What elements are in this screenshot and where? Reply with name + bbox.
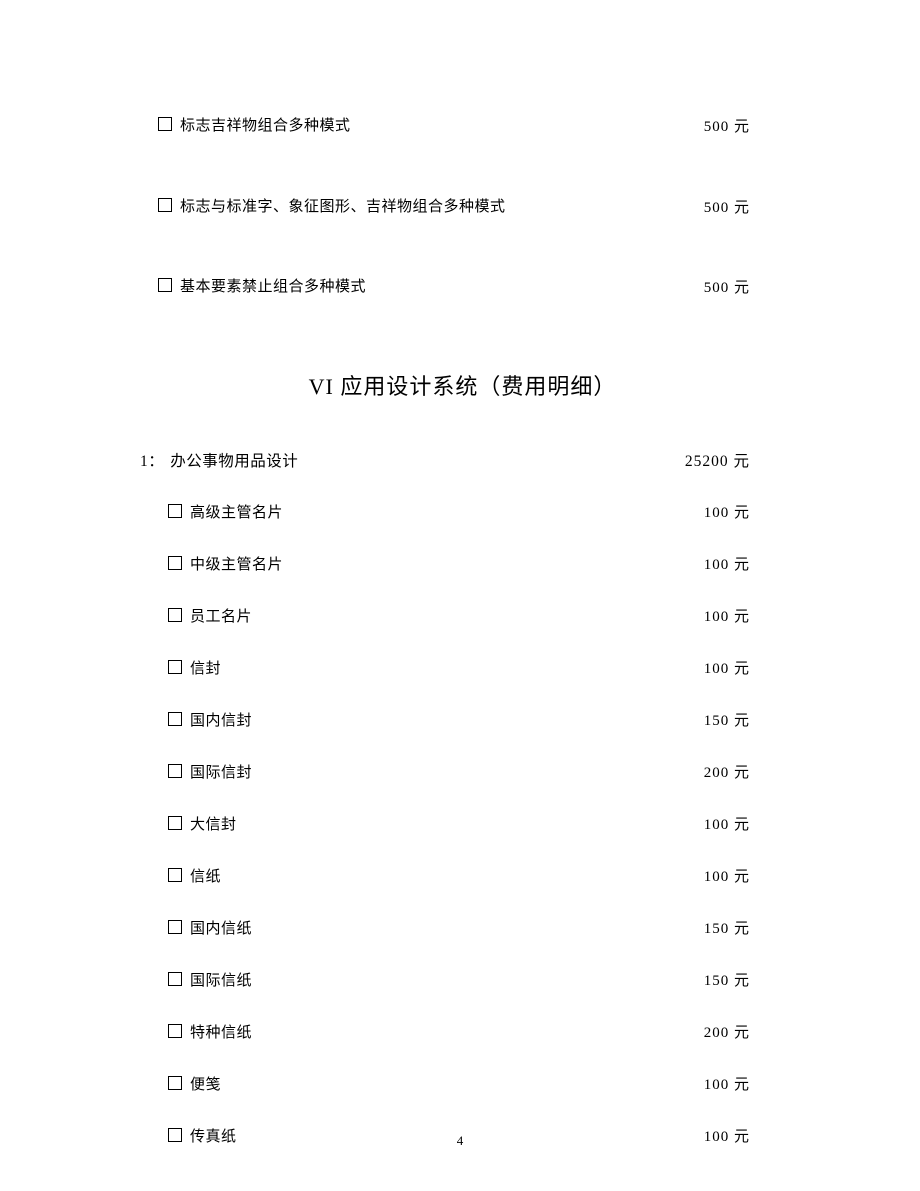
item-price: 100 元 [704, 605, 785, 626]
item-label: 标志吉祥物组合多种模式 [180, 115, 704, 138]
sub-item: 大信封100 元 [140, 813, 785, 834]
checkbox-icon [168, 712, 182, 726]
page-number: 4 [0, 1133, 920, 1149]
item-price: 150 元 [704, 969, 785, 990]
top-items-list: 标志吉祥物组合多种模式500 元标志与标准字、象征图形、吉祥物组合多种模式500… [140, 115, 785, 299]
category-label: 办公事物用品设计 [170, 449, 685, 471]
sub-items-list: 高级主管名片100 元中级主管名片100 元员工名片100 元信封100 元国内… [140, 501, 785, 1146]
item-label: 国内信纸 [190, 917, 704, 938]
sub-item: 国际信纸150 元 [140, 969, 785, 990]
sub-item: 信封100 元 [140, 657, 785, 678]
item-label: 高级主管名片 [190, 501, 704, 522]
checkbox-icon [168, 1024, 182, 1038]
category-header: 1： 办公事物用品设计 25200 元 [140, 449, 785, 471]
checkbox-icon [168, 608, 182, 622]
item-price: 500 元 [704, 115, 785, 136]
checkbox-icon [158, 198, 172, 212]
item-price: 500 元 [704, 276, 785, 297]
item-price: 100 元 [704, 501, 785, 522]
sub-item: 员工名片100 元 [140, 605, 785, 626]
item-label: 基本要素禁止组合多种模式 [180, 276, 704, 299]
checkbox-icon [168, 868, 182, 882]
sub-item: 国内信封150 元 [140, 709, 785, 730]
sub-item: 高级主管名片100 元 [140, 501, 785, 522]
item-label: 信封 [190, 657, 704, 678]
item-label: 特种信纸 [190, 1021, 704, 1042]
item-label: 中级主管名片 [190, 553, 704, 574]
item-label: 国内信封 [190, 709, 704, 730]
item-price: 100 元 [704, 657, 785, 678]
item-price: 100 元 [704, 1073, 785, 1094]
checkbox-icon [168, 660, 182, 674]
sub-item: 信纸100 元 [140, 865, 785, 886]
item-label: 信纸 [190, 865, 704, 886]
checkbox-icon [168, 556, 182, 570]
item-price: 100 元 [704, 813, 785, 834]
sub-item: 特种信纸200 元 [140, 1021, 785, 1042]
item-label: 国际信纸 [190, 969, 704, 990]
item-label: 国际信封 [190, 761, 704, 782]
sub-item: 中级主管名片100 元 [140, 553, 785, 574]
item-price: 200 元 [704, 761, 785, 782]
checkbox-icon [168, 504, 182, 518]
sub-item: 便笺100 元 [140, 1073, 785, 1094]
checkbox-icon [168, 816, 182, 830]
checkbox-icon [168, 972, 182, 986]
item-price: 200 元 [704, 1021, 785, 1042]
top-item: 标志与标准字、象征图形、吉祥物组合多种模式500 元 [140, 196, 785, 219]
item-price: 500 元 [704, 196, 785, 217]
sub-item: 国际信封200 元 [140, 761, 785, 782]
top-item: 标志吉祥物组合多种模式500 元 [140, 115, 785, 138]
item-label: 大信封 [190, 813, 704, 834]
top-item: 基本要素禁止组合多种模式500 元 [140, 276, 785, 299]
checkbox-icon [158, 117, 172, 131]
sub-item: 国内信纸150 元 [140, 917, 785, 938]
checkbox-icon [168, 764, 182, 778]
checkbox-icon [168, 920, 182, 934]
page-content: 标志吉祥物组合多种模式500 元标志与标准字、象征图形、吉祥物组合多种模式500… [0, 0, 920, 1146]
section-title: VI 应用设计系统（费用明细） [140, 369, 785, 401]
item-label: 标志与标准字、象征图形、吉祥物组合多种模式 [180, 196, 704, 219]
item-price: 150 元 [704, 709, 785, 730]
item-price: 100 元 [704, 553, 785, 574]
item-label: 员工名片 [190, 605, 704, 626]
checkbox-icon [168, 1076, 182, 1090]
item-price: 150 元 [704, 917, 785, 938]
item-label: 便笺 [190, 1073, 704, 1094]
category-total: 25200 元 [685, 449, 785, 471]
checkbox-icon [158, 278, 172, 292]
item-price: 100 元 [704, 865, 785, 886]
category-number: 1： [140, 449, 164, 471]
